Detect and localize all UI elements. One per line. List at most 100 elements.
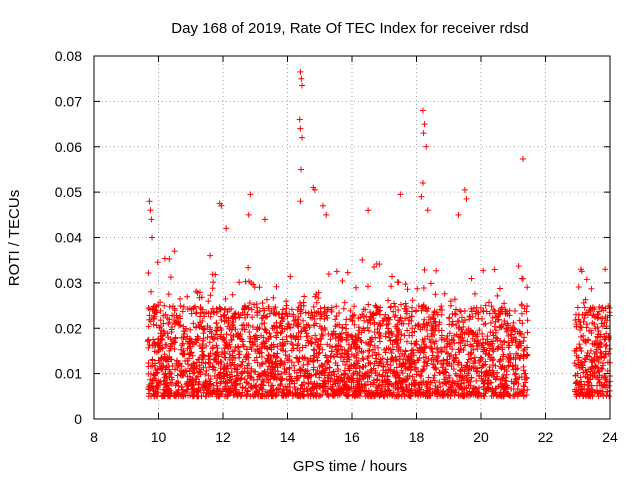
data-point [581,304,588,311]
data-point [200,364,207,371]
data-point [252,382,259,389]
data-point [380,367,387,374]
data-point [343,392,350,399]
data-point [435,327,442,334]
data-point [382,311,389,318]
data-point [166,319,173,326]
data-point [223,331,230,338]
data-point [576,341,583,348]
data-point [444,332,451,339]
data-point [599,304,606,311]
data-point [503,325,510,332]
data-point [222,295,229,302]
data-point [157,299,164,306]
data-point [475,390,482,397]
data-point [278,322,285,329]
data-point [172,334,179,341]
data-point [295,316,302,323]
data-point [319,363,326,370]
data-point [265,379,272,386]
data-point [163,364,170,371]
data-point [187,326,194,333]
data-point [316,382,323,389]
data-point [278,370,285,377]
data-point [273,283,280,290]
data-point [486,310,493,317]
data-point [603,392,610,399]
data-point [498,306,505,313]
data-point [488,354,495,361]
data-point [395,386,402,393]
x-tick-label: 10 [151,429,167,445]
data-point [144,338,151,345]
data-point [229,291,236,298]
data-point [341,371,348,378]
data-point [421,316,428,323]
data-point [292,316,299,323]
data-point [388,328,395,335]
data-point-peak [319,202,326,209]
data-point [399,370,406,377]
data-point [294,355,301,362]
data-point [504,384,511,391]
data-point-peak [298,75,305,82]
data-point [180,368,187,375]
data-point [236,348,243,355]
data-point [295,340,302,347]
data-point [214,344,221,351]
data-point [218,351,225,358]
data-point [338,330,345,337]
data-point [482,377,489,384]
data-point [153,322,160,329]
data-point [406,332,413,339]
data-point [519,320,526,327]
data-point [524,303,531,310]
data-point-peak [298,166,305,173]
data-point [206,326,213,333]
data-point [193,288,200,295]
data-point [435,349,442,356]
data-point [163,383,170,390]
data-point [476,327,483,334]
data-point [445,372,452,379]
data-point [213,382,220,389]
data-point [218,326,225,333]
data-point [404,327,411,334]
data-point [301,293,308,300]
data-point [380,381,386,388]
data-point-peak [297,68,304,75]
data-point [488,303,495,310]
data-point [310,303,317,310]
data-point [245,351,252,358]
data-point [350,370,357,377]
data-point [399,377,406,384]
data-point [155,341,162,348]
data-point-peak [602,266,609,273]
data-point [310,356,317,363]
data-point [273,361,280,368]
data-point [190,360,197,367]
data-point [311,381,318,388]
data-point [492,329,499,336]
data-point [280,315,287,322]
data-point [200,330,207,337]
data-point [594,333,601,340]
data-point [390,308,397,315]
data-point [585,309,592,316]
data-point [207,292,214,299]
data-point [520,393,527,400]
data-point-peak [418,193,425,200]
data-point [512,370,519,377]
data-point [244,311,251,318]
y-tick-label: 0.03 [55,275,82,291]
data-point-peak [223,225,230,232]
data-point [524,344,531,351]
data-point [358,380,365,387]
data-point [481,393,488,400]
data-point [300,373,307,380]
data-point [376,261,383,268]
data-point [332,380,339,387]
data-point [366,342,373,349]
data-point [232,380,239,387]
data-point [310,364,317,371]
